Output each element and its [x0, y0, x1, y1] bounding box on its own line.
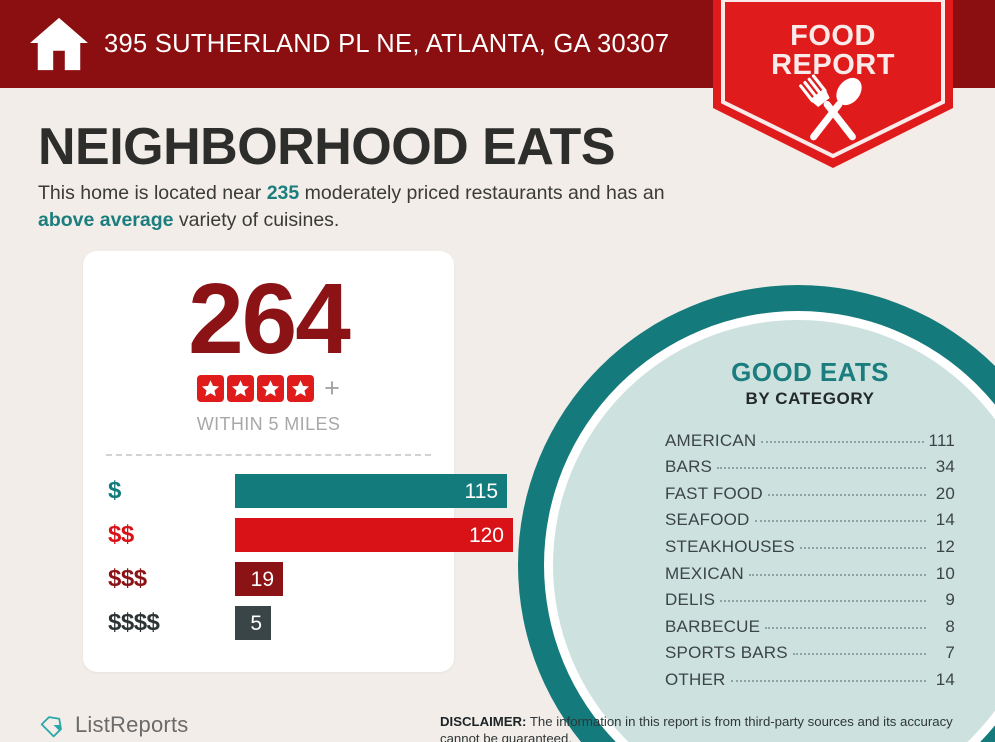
category-count: 111	[928, 430, 955, 450]
category-name: BARBECUE	[665, 616, 761, 636]
price-bar-row: $$$$ 5	[83, 601, 454, 645]
star-icon	[287, 375, 315, 402]
star-rating: +	[83, 375, 454, 402]
price-bar-track: 115	[235, 474, 507, 508]
price-bar: 120	[235, 518, 513, 552]
price-level-label: $	[108, 477, 121, 504]
category-count: 7	[945, 643, 955, 663]
category-count: 10	[935, 563, 955, 583]
dot-leader	[761, 440, 924, 443]
price-bar-row: $$ 120	[83, 513, 513, 557]
price-bar-row: $115	[83, 469, 507, 513]
category-row: SPORTS BARS 7	[665, 643, 955, 670]
good-eats-title: GOOD EATS	[731, 357, 889, 387]
page-subtitle: This home is located near 235 moderately…	[38, 180, 718, 234]
subtitle-highlight-count: 235	[266, 182, 300, 204]
card-divider	[106, 454, 431, 456]
disclaimer: DISCLAIMER: The information in this repo…	[440, 713, 980, 742]
category-name: STEAKHOUSES	[665, 536, 795, 556]
restaurant-count: 264	[188, 263, 351, 375]
category-count: 20	[935, 483, 955, 503]
category-name: SEAFOOD	[665, 510, 750, 530]
badge-line-2: REPORT	[771, 49, 895, 81]
within-distance-label: WITHIN 5 MILES	[196, 414, 341, 434]
star-icon	[227, 375, 255, 402]
category-count: 12	[935, 536, 955, 556]
category-row: STEAKHOUSES 12	[665, 537, 955, 564]
listreports-logo: ListReports	[40, 712, 188, 738]
category-count: 14	[935, 669, 955, 689]
category-row: FAST FOOD 20	[665, 484, 955, 511]
subtitle-part-2: moderately priced restaurants and has an	[299, 182, 665, 204]
subtitle-part-1: This home is located near	[38, 182, 267, 204]
category-name: BARS	[665, 457, 713, 477]
price-bar-track: 120	[235, 518, 513, 552]
category-name: AMERICAN	[665, 430, 757, 450]
price-bar-value: 115	[464, 479, 498, 503]
dot-leader	[799, 546, 926, 549]
dot-leader	[792, 653, 926, 656]
category-name: MEXICAN	[665, 563, 744, 583]
price-bar-value: 19	[250, 567, 274, 591]
category-row: OTHER 14	[665, 670, 955, 697]
price-bar-value: 5	[250, 611, 262, 635]
price-level-bar-chart: $115 $$ 120 $$$ 19 $$$$ 5	[83, 469, 513, 645]
price-bar-track: 5	[235, 606, 271, 640]
category-name: OTHER	[665, 669, 726, 689]
category-count: 9	[945, 590, 955, 610]
spoon-fork-icon	[799, 74, 862, 141]
page-title: NEIGHBORHOOD EATS	[38, 118, 616, 176]
price-bar-value: 120	[468, 523, 504, 547]
circle-inner-fill	[553, 320, 995, 742]
star-icon	[257, 375, 285, 402]
subtitle-part-3: variety of cuisines.	[173, 208, 340, 231]
listreports-wordmark: ListReports	[75, 712, 189, 737]
price-bar: 19	[235, 562, 283, 596]
price-bar-row: $$$ 19	[83, 557, 454, 601]
good-eats-list: AMERICAN 111 BARS 34 FAST FOOD 20 SEAFOOD 14 STE…	[665, 431, 955, 697]
good-eats-subtitle: BY CATEGORY	[745, 388, 875, 408]
dot-leader	[754, 520, 926, 523]
dot-leader	[720, 600, 926, 603]
disclaimer-text: The information in this report is from t…	[440, 714, 953, 742]
dot-leader	[717, 467, 926, 470]
category-row: AMERICAN 111	[665, 431, 955, 458]
badge-shape	[713, 0, 953, 168]
star-icon	[197, 375, 225, 402]
price-level-label: $$$$	[108, 609, 160, 636]
subtitle-highlight-variety: above average	[38, 208, 174, 231]
price-bar: 115	[235, 474, 507, 508]
price-level-label: $$	[108, 521, 134, 548]
category-count: 8	[945, 616, 955, 636]
price-summary-card: 264 + WITHIN 5 MILES $115 $$ 120 $$$ 19 $$$$ 5	[83, 251, 513, 672]
price-bar-track: 19	[235, 562, 283, 596]
badge-line-1: FOOD	[790, 20, 876, 52]
category-count: 14	[935, 510, 955, 530]
category-name: FAST FOOD	[665, 483, 763, 503]
disclaimer-label: DISCLAIMER:	[440, 714, 527, 729]
category-name: SPORTS BARS	[665, 643, 788, 663]
category-row: MEXICAN 10	[665, 564, 955, 591]
price-bar: 5	[235, 606, 271, 640]
category-count: 34	[935, 457, 955, 477]
dot-leader	[765, 626, 926, 629]
good-eats-panel: GOOD EATS BY CATEGORY AMERICAN 111 BARS 34 F…	[665, 358, 955, 697]
star-plus-sign: +	[324, 373, 340, 403]
food-report-badge: FOOD REPORT	[713, 0, 953, 168]
badge-label: FOOD REPORT	[713, 22, 953, 80]
dot-leader	[730, 679, 926, 682]
category-row: BARBECUE 8	[665, 617, 955, 644]
category-name: DELIS	[665, 590, 716, 610]
listreports-house-icon	[40, 716, 62, 738]
price-level-label: $$$	[108, 565, 147, 592]
category-row: BARS 34	[665, 457, 955, 484]
category-row: SEAFOOD 14	[665, 510, 955, 537]
dot-leader	[767, 493, 926, 496]
dot-leader	[748, 573, 926, 576]
home-icon	[30, 17, 88, 71]
category-row: DELIS 9	[665, 590, 955, 617]
header-bar: 395 SUTHERLAND PL NE, ATLANTA, GA 30307	[0, 0, 705, 88]
property-address: 395 SUTHERLAND PL NE, ATLANTA, GA 30307	[104, 29, 670, 58]
